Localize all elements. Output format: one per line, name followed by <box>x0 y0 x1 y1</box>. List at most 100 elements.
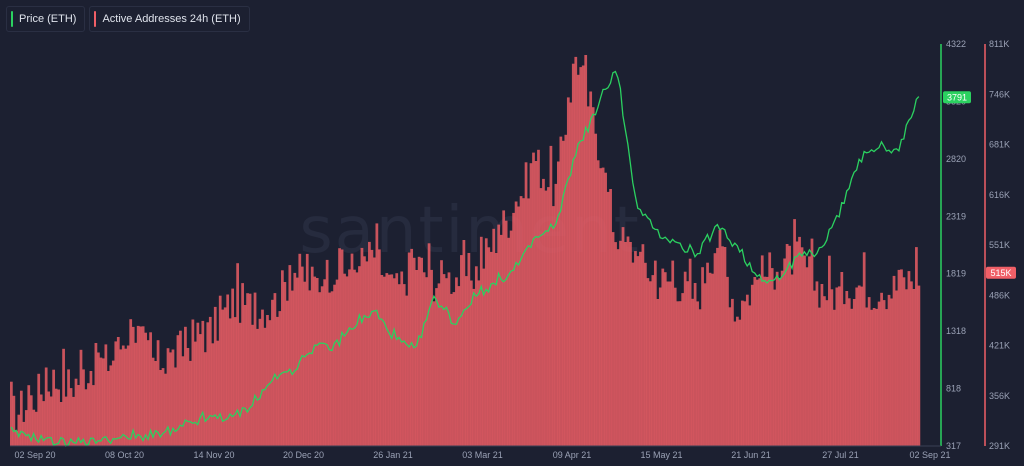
active-addresses-bar <box>460 255 463 446</box>
active-addresses-bar <box>723 247 727 446</box>
active-addresses-bar <box>228 318 232 446</box>
active-addresses-bar <box>32 409 36 446</box>
active-addresses-bar <box>283 282 287 446</box>
active-addresses-bar <box>882 300 886 446</box>
active-addresses-bar <box>258 318 262 446</box>
active-addresses-bar <box>875 308 878 446</box>
active-addresses-bar <box>601 167 605 446</box>
active-addresses-bar <box>281 270 284 446</box>
active-addresses-bar <box>619 240 622 446</box>
active-addresses-bar <box>910 281 913 446</box>
active-addresses-bar <box>606 191 610 446</box>
active-addresses-bar <box>696 301 699 446</box>
active-addresses-bar <box>223 307 227 446</box>
active-addresses-bar <box>19 390 23 446</box>
active-addresses-bar <box>395 273 399 446</box>
active-addresses-bar <box>315 278 319 446</box>
legend-item-price[interactable]: Price (ETH) <box>6 6 86 32</box>
active-addresses-bar <box>877 301 881 446</box>
active-addresses-bar <box>621 227 625 446</box>
active-addresses-bar <box>236 263 239 446</box>
active-addresses-bar <box>278 311 282 446</box>
active-addresses-bar <box>522 198 525 446</box>
active-addresses-bar <box>636 256 640 446</box>
active-addresses-bar <box>310 266 314 446</box>
active-addresses-bar <box>447 272 451 446</box>
active-addresses-bar <box>22 421 26 446</box>
x-axis-tick-label: 27 Jul 21 <box>822 450 859 460</box>
active-addresses-bar <box>462 240 466 446</box>
legend-item-active-addresses[interactable]: Active Addresses 24h (ETH) <box>89 6 250 32</box>
active-addresses-bar <box>740 300 744 446</box>
active-addresses-bar <box>656 299 660 446</box>
active-addresses-bar <box>793 219 796 446</box>
active-addresses-axis-tick-label: 811K <box>989 39 1009 49</box>
active-addresses-bar <box>648 281 652 446</box>
active-addresses-bar <box>134 342 138 446</box>
active-addresses-bar <box>584 55 588 446</box>
active-addresses-bar <box>417 256 421 446</box>
active-addresses-bar <box>253 292 257 446</box>
active-addresses-bar <box>818 307 821 446</box>
active-addresses-bar <box>363 256 366 446</box>
active-addresses-bar <box>49 396 53 446</box>
active-addresses-bar <box>67 369 70 446</box>
active-addresses-bar <box>539 188 543 446</box>
active-addresses-bar <box>604 172 607 446</box>
active-addresses-bar <box>668 281 672 446</box>
active-addresses-bar <box>469 280 473 446</box>
active-addresses-bar <box>131 326 135 446</box>
active-addresses-bar <box>825 300 829 446</box>
active-addresses-bar <box>611 232 615 446</box>
active-addresses-bar <box>69 388 73 446</box>
active-addresses-bar <box>116 337 120 446</box>
active-addresses-bar <box>97 352 100 446</box>
active-addresses-bar <box>382 276 386 446</box>
active-addresses-bar <box>179 330 182 446</box>
active-addresses-bar <box>644 262 647 446</box>
active-addresses-bar <box>586 106 590 447</box>
active-addresses-bar <box>201 320 205 446</box>
active-addresses-bar <box>166 348 170 446</box>
active-addresses-bar <box>375 223 379 446</box>
active-addresses-bar <box>221 309 225 446</box>
active-addresses-bar <box>298 253 302 446</box>
active-addresses-bar <box>912 289 916 446</box>
price-axis-tick-label: 4322 <box>946 39 966 49</box>
x-axis-labels: 02 Sep 20 08 Oct 20 14 Nov 20 20 Dec 20 26 J… <box>14 450 950 460</box>
active-addresses-bar <box>631 262 635 446</box>
active-addresses-bar <box>626 236 630 446</box>
active-addresses-bar <box>760 255 764 446</box>
active-addresses-bar <box>890 298 893 446</box>
price-axis-tick-label: 818 <box>946 384 961 394</box>
active-addresses-bar <box>614 242 617 446</box>
active-addresses-axis-tick-label: 356K <box>989 391 1010 401</box>
active-addresses-bar <box>852 299 856 446</box>
active-addresses-bar <box>658 287 662 446</box>
active-addresses-bar <box>186 348 190 446</box>
active-addresses-bar <box>693 283 697 446</box>
active-addresses-bar <box>161 368 165 446</box>
active-addresses-color-swatch <box>94 11 97 27</box>
active-addresses-bar <box>728 307 732 446</box>
active-addresses-bar <box>340 249 344 446</box>
active-addresses-bar <box>484 238 488 446</box>
active-addresses-bar <box>591 107 595 446</box>
active-addresses-axis-tick-label: 616K <box>989 190 1010 200</box>
active-addresses-bar <box>465 276 468 446</box>
active-addresses-bar <box>651 275 655 446</box>
active-addresses-bar <box>489 251 493 446</box>
active-addresses-bar <box>325 259 329 446</box>
active-addresses-bar <box>788 245 791 446</box>
active-addresses-bar <box>39 394 43 446</box>
active-addresses-bar <box>885 309 888 446</box>
active-addresses-bar <box>303 281 307 446</box>
x-axis-tick-label: 20 Dec 20 <box>283 450 324 460</box>
legend: Price (ETH) Active Addresses 24h (ETH) <box>6 6 250 32</box>
price-series-line <box>10 70 920 447</box>
active-addresses-bar <box>773 289 777 446</box>
active-addresses-bar <box>412 257 416 446</box>
active-addresses-axis-tick-label: 421K <box>989 341 1010 351</box>
active-addresses-bar <box>248 293 252 446</box>
x-axis-tick-label: 14 Nov 20 <box>193 450 234 460</box>
